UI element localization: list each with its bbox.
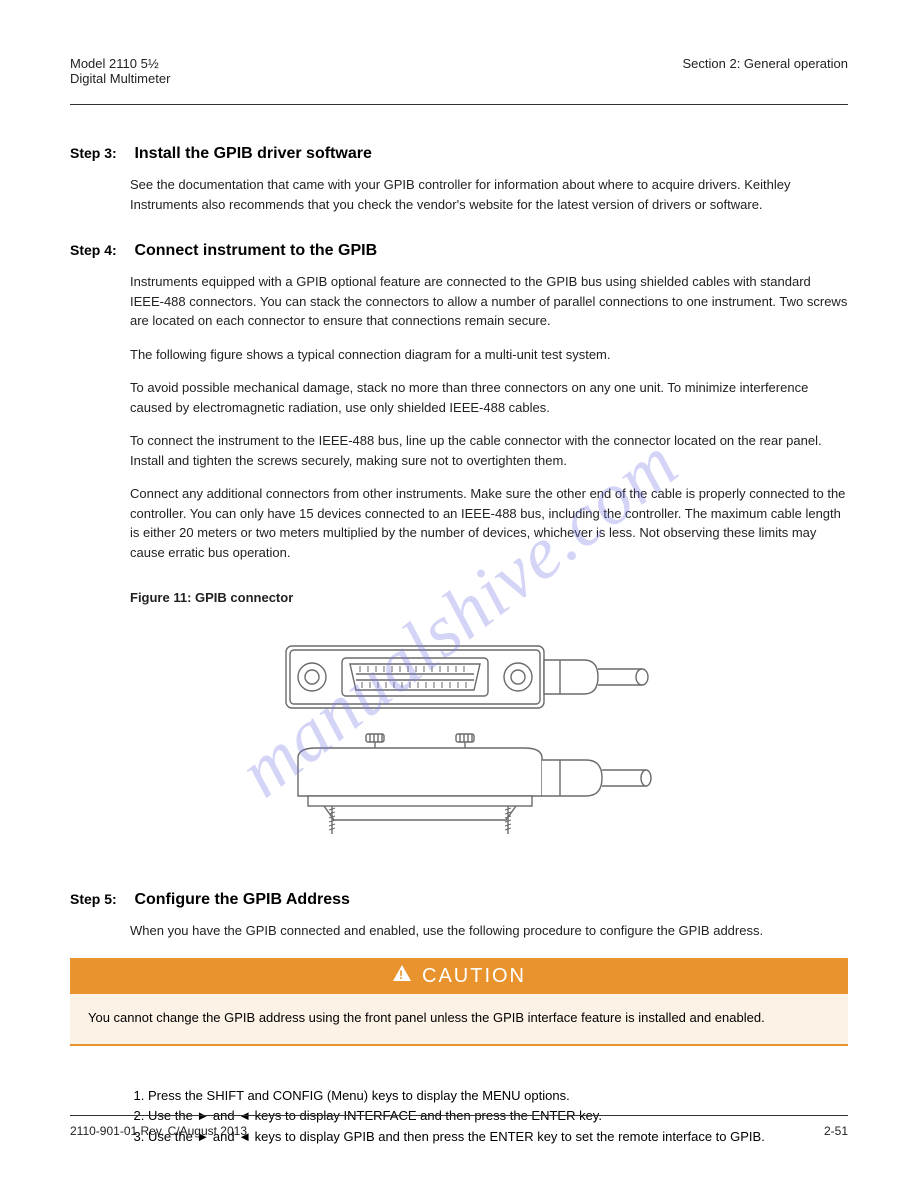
step5-p1: When you have the GPIB connected and ena…	[130, 921, 848, 941]
step4-title: Connect instrument to the GPIB	[134, 242, 377, 259]
header-model-line2: Digital Multimeter	[70, 71, 170, 86]
caution-bar: ! CAUTION	[70, 958, 848, 994]
footer-left: 2110-901-01 Rev. C/August 2013	[70, 1124, 247, 1138]
step3-title: Install the GPIB driver software	[134, 145, 371, 162]
step4-num: Step 4:	[70, 242, 130, 258]
step3-num: Step 3:	[70, 145, 130, 161]
header-model: Model 2110 5½ Digital Multimeter	[70, 56, 170, 86]
caution-label: CAUTION	[422, 965, 526, 988]
footer-rule	[70, 1115, 848, 1116]
warning-triangle-icon: !	[392, 964, 412, 988]
step3-p1: See the documentation that came with you…	[130, 175, 848, 214]
figure-caption: Figure 11: GPIB connector	[130, 588, 848, 608]
header-rule	[70, 104, 848, 105]
step4-p4: To connect the instrument to the IEEE-48…	[130, 431, 848, 470]
svg-text:!: !	[399, 968, 405, 982]
header-model-line1: Model 2110 5½	[70, 56, 170, 71]
caution-body: You cannot change the GPIB address using…	[70, 994, 848, 1046]
step4-p1: Instruments equipped with a GPIB optiona…	[130, 272, 848, 331]
step4-p2: The following figure shows a typical con…	[130, 345, 848, 365]
figure-gpib-connector	[70, 636, 848, 851]
procedure-item: Press the SHIFT and CONFIG (Menu) keys t…	[148, 1086, 848, 1107]
step5-num: Step 5:	[70, 891, 130, 907]
step5-title: Configure the GPIB Address	[134, 891, 349, 908]
step4-p3: To avoid possible mechanical damage, sta…	[130, 378, 848, 417]
footer-right: 2-51	[824, 1124, 848, 1138]
header-section: Section 2: General operation	[683, 56, 849, 71]
step4-p5: Connect any additional connectors from o…	[130, 484, 848, 562]
